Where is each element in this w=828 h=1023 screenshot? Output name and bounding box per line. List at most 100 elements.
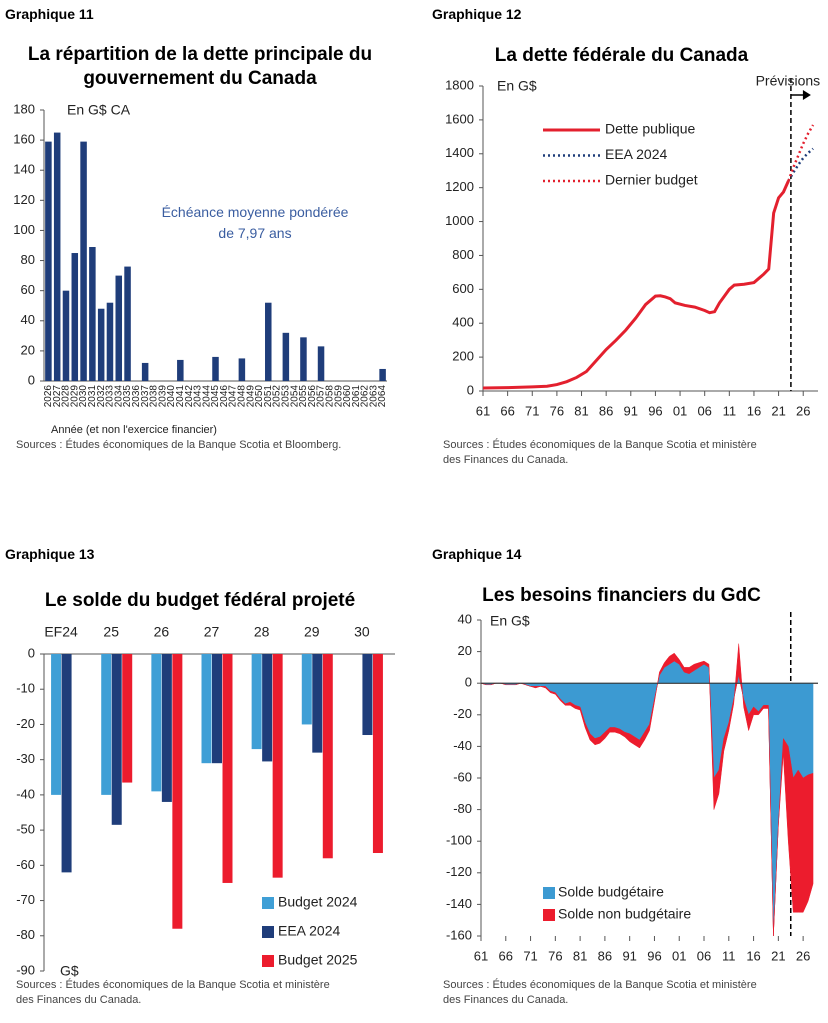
source-note: Sources : Études économiques de la Banqu… [443,439,757,466]
x-tick-label: 81 [573,948,587,963]
x-axis-title: Année (et non l'exercice financier) [51,424,217,436]
legend-label: Solde budgétaire [558,884,664,900]
line-series [482,180,790,390]
x-tick-label: 26 [154,624,170,640]
x-tick-label: 21 [771,948,785,963]
y-tick-label: 180 [13,101,35,116]
x-tick-label: 86 [599,403,613,418]
y-tick-label: 60 [21,282,35,297]
bar [101,654,112,795]
y-tick-label: 1400 [445,145,474,160]
x-tick-label: 2053 [280,385,291,408]
x-tick-label: 2043 [193,385,204,408]
chart-label: Graphique 11 [5,6,94,22]
bar [272,654,283,878]
forecast-label: Prévisions [756,73,821,89]
x-tick-label: 2027 [52,385,63,408]
x-tick-label: 30 [354,624,370,640]
x-tick-label: 76 [548,948,562,963]
y-tick-label: 120 [13,192,35,207]
x-tick-label: 2063 [368,385,379,408]
y-tick-label: -20 [16,716,35,731]
x-tick-label: 2055 [298,385,309,408]
unit-label: En G$ [490,613,530,629]
x-tick-label: 2028 [61,385,72,408]
bar [172,654,183,929]
legend-label: Dette publique [605,121,696,137]
x-tick-label: 66 [500,403,514,418]
y-tick-label: -80 [16,927,35,942]
unit-label: En G$ [497,78,537,94]
x-tick-label: 2049 [245,385,256,408]
source-note: Sources : Études économiques de la Banqu… [16,979,330,1006]
bar [45,141,52,381]
bar [89,247,96,381]
x-tick-label: EF24 [44,624,78,640]
y-tick-label: 1600 [445,111,474,126]
y-tick-label: 20 [458,643,472,658]
bar [61,654,72,873]
y-tick-label: 0 [465,675,472,690]
forecast-arrowhead [802,90,811,100]
legend-label: Dernier budget [605,172,698,188]
bar [322,654,333,859]
x-tick-label: 91 [622,948,636,963]
bar [124,266,131,381]
x-tick-label: 26 [796,403,810,418]
chart-title: La répartition de la dette principale du… [27,44,373,89]
x-tick-label: 2042 [184,385,195,408]
x-tick-label: 2059 [333,385,344,408]
bar [317,346,325,381]
y-tick-label: -120 [446,864,472,879]
x-tick-label: 71 [525,403,539,418]
legend-label: EEA 2024 [605,146,667,162]
bar [212,654,222,764]
y-tick-label: -100 [446,833,472,848]
source-note: Sources : Études économiques de la Banqu… [16,439,342,451]
legend-swatch [543,887,555,899]
y-tick-label: 800 [452,247,474,262]
bar [362,654,373,736]
line-series [787,147,814,182]
x-tick-label: 11 [722,948,736,963]
y-tick-label: 0 [467,382,474,397]
bar [312,654,323,753]
x-tick-label: 16 [747,403,761,418]
x-tick-label: 96 [648,403,662,418]
x-tick-label: 2031 [87,385,98,408]
bar [141,362,149,381]
bar [80,141,87,381]
x-tick-label: 2035 [122,385,133,408]
x-tick-label: 28 [254,624,270,640]
x-tick-label: 21 [771,403,785,418]
source-note: Sources : Études économiques de la Banqu… [443,979,757,1006]
bar [222,654,233,883]
y-tick-label: -30 [16,751,35,766]
bar [300,337,307,381]
x-tick-label: 2057 [316,385,327,408]
chart-title: Le solde du budget fédéral projeté [44,590,356,611]
y-tick-label: 140 [13,162,35,177]
chart-label: Graphique 12 [432,6,522,22]
x-tick-label: 2051 [263,385,274,408]
bar [262,654,273,762]
unit-label: G$ [60,963,79,979]
y-tick-label: -160 [446,927,472,942]
y-tick-label: -60 [16,857,35,872]
y-tick-label: 1200 [445,179,474,194]
y-tick-label: 0 [28,372,35,387]
chart-label: Graphique 13 [5,546,95,562]
x-tick-label: 2038 [149,385,160,408]
x-tick-label: 11 [723,403,737,418]
x-tick-label: 01 [673,403,687,418]
y-tick-label: -60 [453,769,472,784]
bar [238,358,246,381]
y-tick-label: 1800 [445,77,474,92]
y-tick-label: 0 [28,645,35,660]
y-tick-label: 40 [21,312,35,327]
bar [161,654,172,802]
x-tick-label: 2046 [219,385,230,408]
bar [151,654,162,792]
annotation: Échéance moyenne pondérée de 7,97 ans [161,204,349,241]
